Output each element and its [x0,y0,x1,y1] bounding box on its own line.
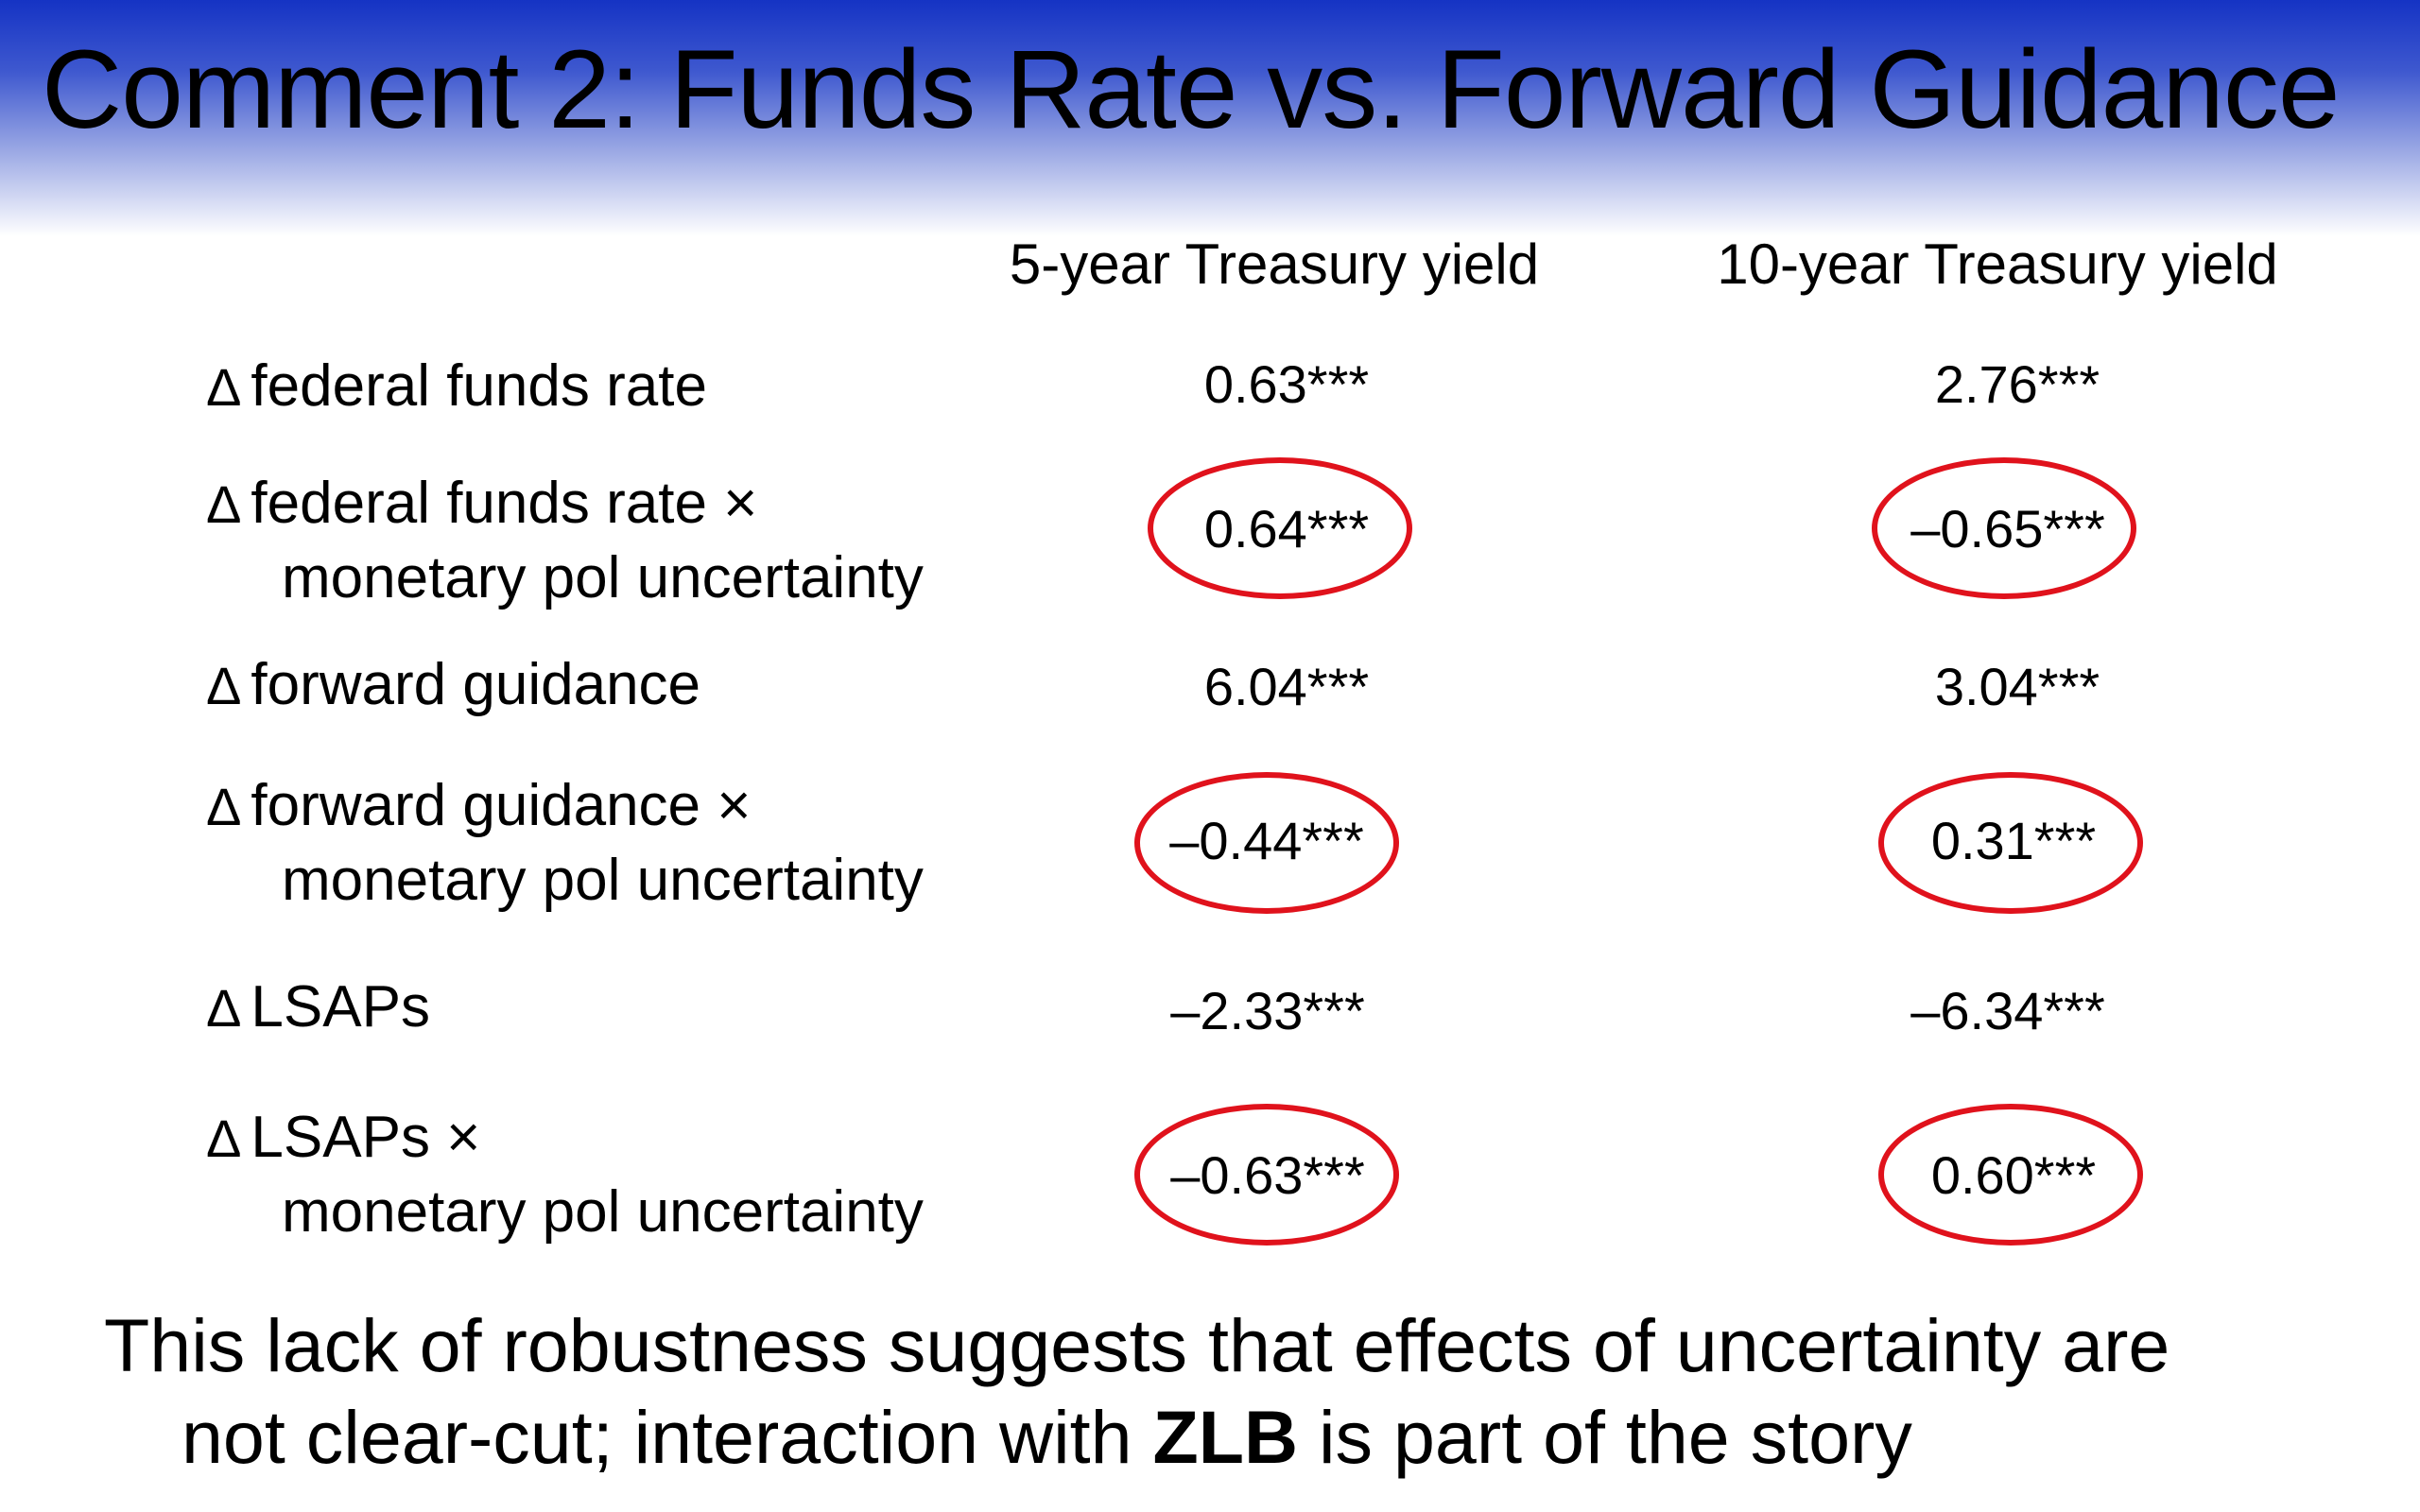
cell-forward-guidance-uncertainty-5yr: –0.44*** [1169,811,1364,870]
row-label-text: LSAPs [251,974,430,1040]
highlight-ring [1134,772,1399,914]
row-label-lsaps-uncertainty: Δ LSAPs × monetary pol uncertainty [206,1101,924,1249]
cell-lsaps-uncertainty-5yr: –0.63*** [1170,1145,1365,1205]
cell-forward-guidance-5yr: 6.04*** [1203,657,1370,716]
column-header-10yr: 10-year Treasury yield [1717,232,2278,296]
cell-fed-funds-uncertainty-5yr: 0.64*** [1203,499,1370,558]
highlight-ring [1134,1104,1399,1246]
footer-line2-post: is part of the story [1298,1395,1912,1479]
cell-fed-funds-uncertainty-10yr: –0.65*** [1910,499,2105,558]
delta-symbol: Δ [206,1108,242,1168]
footer-line2: not clear-cut; interaction with ZLB is p… [104,1391,2169,1483]
row-label-text: forward guidance × [251,773,752,838]
cell-lsaps-10yr: –6.34*** [1910,981,2105,1040]
cell-lsaps-5yr: –2.33*** [1170,981,1365,1040]
footer-text: This lack of robustness suggests that ef… [104,1299,2169,1483]
cell-fed-funds-5yr: 0.63*** [1203,354,1370,414]
row-label-text: federal funds rate [251,353,707,419]
row-label-line2: monetary pol uncertainty [282,848,924,913]
column-header-5yr: 5-year Treasury yield [1009,232,1540,296]
footer-zlb: ZLB [1152,1395,1299,1479]
highlight-ring [1148,457,1412,599]
row-label-text: forward guidance [251,652,701,717]
highlight-ring [1878,772,2143,914]
title-band [0,0,2420,236]
cell-lsaps-uncertainty-10yr: 0.60*** [1930,1145,2097,1205]
delta-symbol: Δ [206,474,242,534]
delta-symbol: Δ [206,656,242,715]
row-label-line2: monetary pol uncertainty [282,1179,924,1245]
highlight-ring [1872,457,2136,599]
cell-fed-funds-10yr: 2.76*** [1934,354,2100,414]
cell-forward-guidance-uncertainty-10yr: 0.31*** [1930,811,2097,870]
footer-line1: This lack of robustness suggests that ef… [104,1303,2170,1387]
row-label-text: federal funds rate × [251,471,758,536]
row-label-line2: monetary pol uncertainty [282,545,924,610]
highlight-ring [1878,1104,2143,1246]
footer-line2-pre: not clear-cut; interaction with [182,1395,1153,1479]
delta-symbol: Δ [206,357,242,417]
slide-title: Comment 2: Funds Rate vs. Forward Guidan… [42,27,2340,152]
row-label-text: LSAPs × [251,1105,481,1170]
row-label-lsaps: Δ LSAPs [206,971,430,1045]
delta-symbol: Δ [206,978,242,1038]
delta-symbol: Δ [206,777,242,836]
cell-forward-guidance-10yr: 3.04*** [1934,657,2100,716]
